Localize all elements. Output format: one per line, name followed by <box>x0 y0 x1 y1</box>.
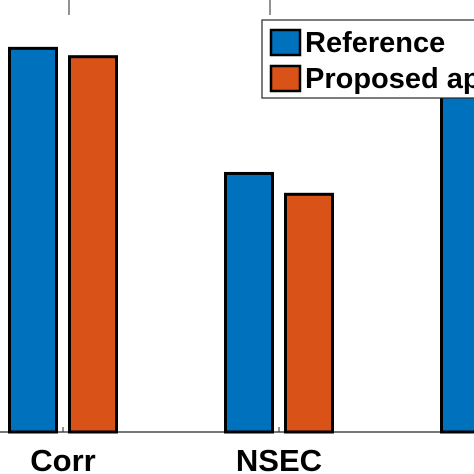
legend-swatch <box>269 28 302 57</box>
legend: Reference Proposed ap <box>261 19 474 99</box>
bar-nsec-reference <box>224 171 274 434</box>
x-tick-labels: CorrNSECS <box>30 443 322 474</box>
x-tick-label: Corr <box>30 443 95 474</box>
bar-corr-reference <box>8 46 58 434</box>
bar-corr-proposed-ap <box>68 55 118 434</box>
bars <box>8 46 474 434</box>
bar-nsec-proposed-ap <box>284 192 334 434</box>
x-tick-label: NSEC <box>236 443 322 474</box>
bar-s-reference <box>440 92 474 434</box>
legend-swatch <box>269 64 302 93</box>
legend-label: Proposed ap <box>305 63 474 95</box>
legend-label: Reference <box>305 27 445 59</box>
